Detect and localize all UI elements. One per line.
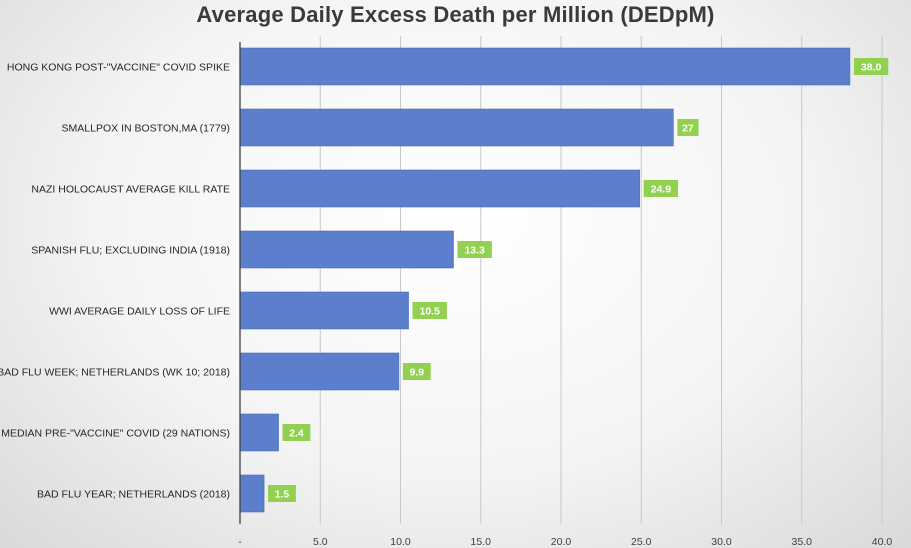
category-label: HONG KONG POST-"VACCINE" COVID SPIKE (7, 62, 230, 74)
bar (239, 230, 454, 269)
bar (239, 169, 640, 208)
bar (239, 352, 400, 391)
x-tick-label: 15.0 (471, 536, 492, 548)
data-label: 13.3 (464, 245, 485, 257)
bar (239, 291, 409, 330)
data-label-box (643, 180, 679, 197)
category-label: BAD FLU YEAR; NETHERLANDS (2018) (37, 489, 230, 501)
x-tick-label: 5.0 (313, 536, 328, 548)
bar (239, 47, 851, 86)
category-label: MEDIAN PRE-"VACCINE" COVID (29 NATIONS) (1, 428, 230, 440)
chart-title: Average Daily Excess Death per Million (… (196, 2, 715, 27)
data-label: 10.5 (420, 306, 441, 318)
data-label: 38.0 (861, 62, 882, 74)
data-label-box (853, 58, 889, 75)
category-label: SMALLPOX IN BOSTON,MA (1779) (62, 123, 230, 135)
data-label-box (412, 302, 447, 319)
category-label: BAD FLU WEEK; NETHERLANDS (WK 10; 2018) (0, 367, 230, 379)
data-label-box (677, 119, 699, 136)
data-label: 2.4 (289, 428, 304, 440)
category-label: NAZI HOLOCAUST AVERAGE KILL RATE (31, 184, 230, 196)
x-tick-label: 35.0 (792, 536, 813, 548)
x-tick-label: 20.0 (551, 536, 572, 548)
data-label: 27 (682, 123, 694, 135)
data-label: 9.9 (409, 367, 424, 379)
bar (239, 413, 279, 452)
data-label: 24.9 (651, 184, 672, 196)
data-label-box (282, 424, 311, 441)
x-tick-label: - (238, 536, 242, 548)
x-tick-label: 40.0 (872, 536, 893, 548)
data-label-box (402, 363, 431, 380)
bar (239, 474, 265, 513)
x-tick-label: 10.0 (390, 536, 411, 548)
data-label-box (457, 241, 492, 258)
category-label: SPANISH FLU; EXCLUDING INDIA (1918) (31, 245, 230, 257)
data-label-box (268, 485, 296, 502)
category-label: WWI AVERAGE DAILY LOSS OF LIFE (49, 306, 230, 318)
bar (239, 108, 674, 147)
x-tick-label: 25.0 (631, 536, 652, 548)
x-tick-label: 30.0 (711, 536, 732, 548)
data-label: 1.5 (275, 489, 290, 501)
